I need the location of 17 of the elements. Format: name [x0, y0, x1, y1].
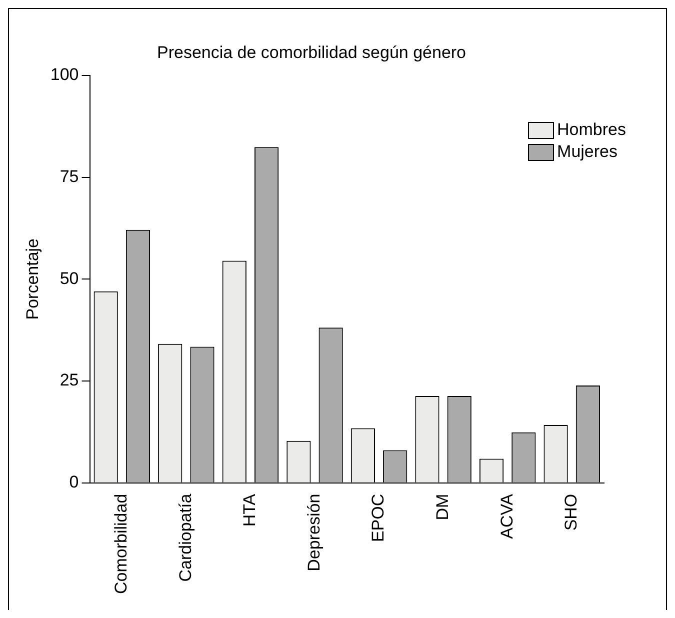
- y-tick-label: 25: [60, 370, 79, 390]
- x-tick-label: HTA: [240, 493, 260, 527]
- x-tick-label: DM: [432, 494, 452, 520]
- y-axis-title: Porcentaje: [22, 238, 42, 320]
- x-tick-label: EPOC: [368, 494, 388, 542]
- chart-title: Presencia de comorbilidad según género: [156, 42, 466, 62]
- x-tick-label: SHO: [562, 494, 581, 531]
- legend-label: Hombres: [557, 119, 626, 141]
- y-tick-label: 75: [60, 166, 79, 186]
- x-tick-label: ACVA: [497, 493, 516, 539]
- y-tick-label: 50: [60, 268, 79, 288]
- y-tick-label: 0: [69, 472, 79, 492]
- legend-label: Mujeres: [557, 141, 618, 163]
- y-tick-label: 100: [50, 65, 79, 84]
- x-tick-label: Cardiopatía: [176, 493, 195, 582]
- x-tick-label: Comorbilidad: [112, 494, 131, 594]
- x-tick-label: Depresión: [304, 494, 324, 572]
